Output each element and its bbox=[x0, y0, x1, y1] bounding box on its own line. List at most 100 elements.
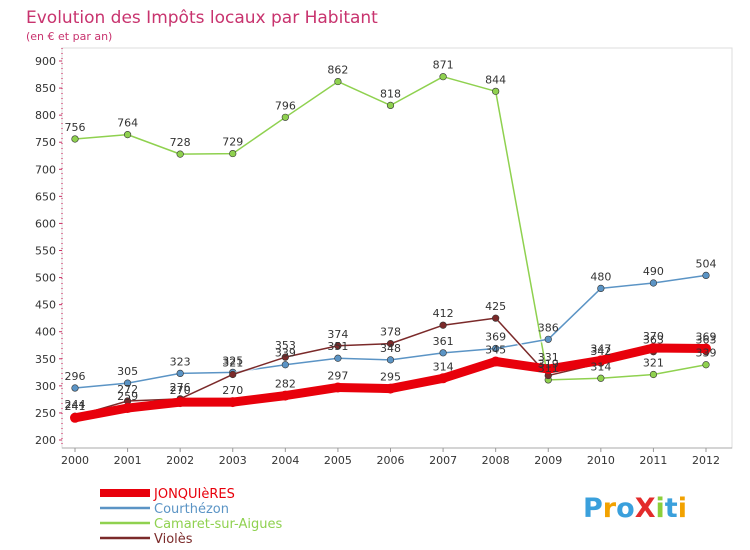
data-point bbox=[70, 412, 80, 423]
x-tick-label: 2000 bbox=[61, 454, 89, 467]
data-label: 729 bbox=[222, 136, 243, 149]
y-tick-label: 600 bbox=[35, 217, 56, 230]
data-point bbox=[492, 87, 500, 95]
legend-label: Violès bbox=[154, 532, 193, 547]
data-label: 296 bbox=[65, 370, 86, 383]
x-tick-label: 2012 bbox=[692, 454, 720, 467]
data-label: 297 bbox=[327, 369, 348, 382]
data-label: 305 bbox=[117, 365, 138, 378]
x-tick-label: 2003 bbox=[219, 454, 247, 467]
data-point bbox=[281, 113, 289, 121]
data-label: 504 bbox=[696, 257, 717, 270]
data-label: 325 bbox=[222, 354, 243, 367]
data-point bbox=[334, 342, 342, 350]
plot-area bbox=[61, 47, 733, 449]
data-point bbox=[544, 335, 552, 343]
data-label: 244 bbox=[65, 398, 86, 411]
data-label: 764 bbox=[117, 117, 138, 130]
data-point bbox=[702, 361, 710, 369]
data-label: 321 bbox=[222, 356, 243, 369]
data-point bbox=[386, 356, 395, 364]
data-label: 370 bbox=[643, 330, 664, 343]
data-label: 361 bbox=[433, 335, 454, 348]
x-tick-label: 2007 bbox=[429, 454, 457, 467]
data-point bbox=[490, 356, 501, 367]
data-label: 241 bbox=[65, 400, 86, 413]
data-label: 363 bbox=[696, 334, 717, 347]
data-label: 321 bbox=[643, 356, 664, 369]
chart-title: Evolution des Impôts locaux par Habitant bbox=[26, 8, 378, 28]
data-label: 314 bbox=[433, 360, 454, 373]
data-label: 259 bbox=[117, 390, 138, 403]
data-label: 314 bbox=[590, 360, 611, 373]
data-label: 844 bbox=[485, 73, 506, 86]
data-point bbox=[281, 361, 289, 369]
y-tick-label: 700 bbox=[35, 163, 56, 176]
x-tick-label: 2006 bbox=[377, 454, 405, 467]
data-label: 311 bbox=[538, 362, 559, 375]
data-label: 331 bbox=[538, 351, 559, 364]
data-point bbox=[334, 354, 342, 362]
data-label: 319 bbox=[538, 358, 559, 371]
x-tick-label: 2005 bbox=[324, 454, 352, 467]
x-tick-label: 2008 bbox=[482, 454, 510, 467]
data-point bbox=[597, 284, 605, 293]
data-label: 270 bbox=[170, 384, 191, 397]
y-tick-label: 850 bbox=[35, 82, 56, 95]
data-label: 386 bbox=[538, 321, 559, 334]
data-label: 369 bbox=[696, 330, 717, 343]
data-label: 363 bbox=[643, 334, 664, 347]
data-label: 295 bbox=[380, 371, 401, 384]
data-point bbox=[386, 101, 395, 109]
data-point bbox=[492, 314, 500, 322]
data-point bbox=[123, 379, 132, 387]
data-point bbox=[648, 342, 659, 353]
data-label: 862 bbox=[327, 64, 348, 77]
data-label: 818 bbox=[380, 87, 401, 100]
data-point bbox=[71, 384, 79, 392]
data-point bbox=[543, 364, 554, 375]
data-point bbox=[281, 353, 289, 361]
data-point bbox=[597, 374, 605, 382]
data-label: 347 bbox=[590, 342, 611, 355]
data-point bbox=[229, 370, 237, 379]
data-label: 351 bbox=[327, 340, 348, 353]
data-point bbox=[649, 370, 658, 379]
data-label: 339 bbox=[696, 347, 717, 360]
y-tick-label: 900 bbox=[35, 55, 56, 68]
data-point bbox=[176, 369, 184, 378]
data-point bbox=[71, 135, 79, 143]
data-point bbox=[334, 77, 342, 86]
y-tick-label: 750 bbox=[35, 136, 56, 149]
y-tick-label: 250 bbox=[35, 407, 56, 420]
data-point bbox=[439, 73, 447, 81]
legend-label: JONQUIèRES bbox=[153, 487, 235, 502]
data-point bbox=[386, 340, 395, 348]
x-tick-label: 2001 bbox=[114, 454, 142, 467]
legend-label: Camaret-sur-Aigues bbox=[154, 517, 282, 532]
y-tick-label: 200 bbox=[35, 434, 56, 447]
data-label: 323 bbox=[170, 355, 191, 368]
x-tick-label: 2011 bbox=[639, 454, 667, 467]
data-label: 272 bbox=[117, 383, 138, 396]
data-label: 342 bbox=[590, 345, 611, 358]
data-point bbox=[595, 355, 606, 366]
data-label: 490 bbox=[643, 265, 664, 278]
data-label: 345 bbox=[485, 343, 506, 356]
data-point bbox=[492, 344, 500, 353]
data-label: 282 bbox=[275, 378, 296, 391]
x-tick-label: 2010 bbox=[587, 454, 615, 467]
data-label: 480 bbox=[590, 270, 611, 283]
y-tick-label: 500 bbox=[35, 272, 56, 285]
data-label: 425 bbox=[485, 300, 506, 313]
data-label: 412 bbox=[433, 307, 454, 320]
data-label: 369 bbox=[485, 330, 506, 343]
data-point bbox=[701, 343, 711, 354]
legend-label: Courthézon bbox=[154, 502, 229, 517]
data-point bbox=[385, 383, 396, 394]
proxiti-logo: ProXiti bbox=[583, 493, 687, 524]
y-tick-label: 550 bbox=[35, 245, 56, 258]
data-label: 348 bbox=[380, 342, 401, 355]
data-point bbox=[175, 397, 186, 408]
